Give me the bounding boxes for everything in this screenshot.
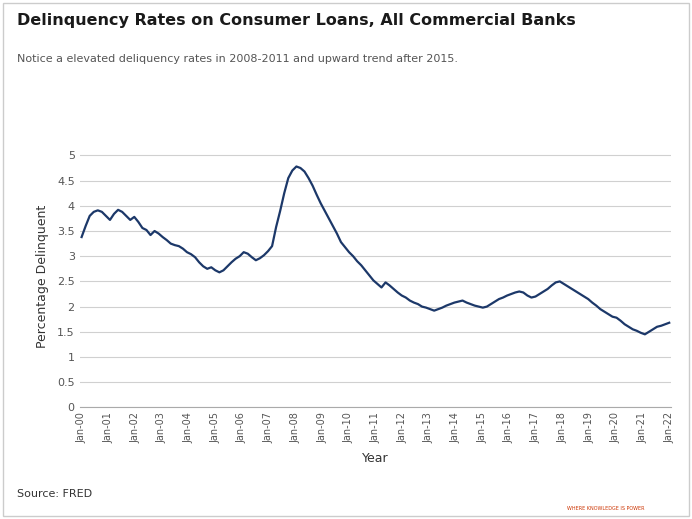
Text: Notice a elevated deliquency rates in 2008-2011 and upward trend after 2015.: Notice a elevated deliquency rates in 20… [17, 54, 458, 64]
Text: Delinquency Rates on Consumer Loans, All Commercial Banks: Delinquency Rates on Consumer Loans, All… [17, 13, 576, 28]
Text: WHERE KNOWLEDGE IS POWER: WHERE KNOWLEDGE IS POWER [567, 506, 644, 511]
Y-axis label: Percentage Delinquent: Percentage Delinquent [35, 204, 48, 348]
Text: World: World [608, 485, 650, 498]
Text: Source: FRED: Source: FRED [17, 489, 93, 499]
Text: IBIS: IBIS [545, 485, 572, 498]
X-axis label: Year: Year [362, 452, 389, 465]
